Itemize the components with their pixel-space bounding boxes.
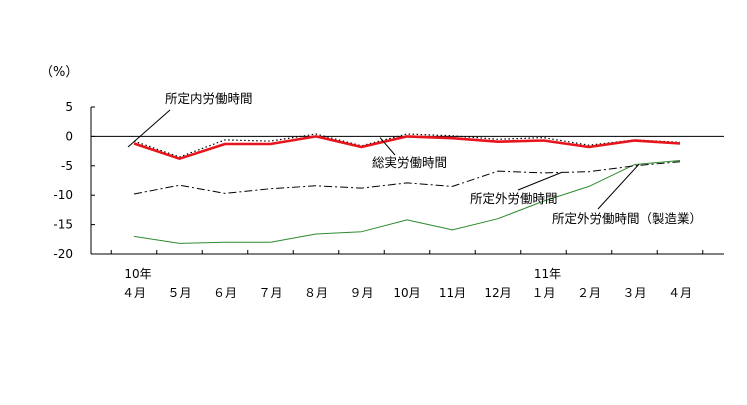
series-lines xyxy=(133,133,681,244)
y-tick-label: 0 xyxy=(65,129,73,143)
y-tick-label: -10 xyxy=(53,188,73,202)
series-name-label: 所定外労働時間（製造業） xyxy=(552,211,702,226)
series-name-label: 所定外労働時間 xyxy=(470,191,558,206)
annotation-leader-line xyxy=(127,109,171,148)
annotation-leader-line xyxy=(597,163,640,210)
x-tick-label: 10月 xyxy=(393,286,420,300)
x-tick-label: ７月 xyxy=(258,286,282,300)
x-tick-label: 12月 xyxy=(484,286,511,300)
x-tick-label: ６月 xyxy=(213,286,237,300)
x-tick-label: 11月 xyxy=(439,286,466,300)
x-year-label: 11年 xyxy=(534,267,561,281)
y-tick-labels: 5 0 -5 -10 -15 -20 xyxy=(53,100,73,261)
y-tick-label: -20 xyxy=(53,247,73,261)
y-tick-label: -15 xyxy=(53,218,73,232)
series-line-2 xyxy=(133,161,681,195)
y-tick-label: 5 xyxy=(65,100,73,114)
y-tick-label: -5 xyxy=(61,159,73,173)
x-tick-label: ３月 xyxy=(622,286,646,300)
x-tick-label: ４月 xyxy=(122,286,146,300)
axes xyxy=(90,106,724,255)
x-year-label: 10年 xyxy=(124,267,151,281)
series-name-label: 総実労働時間 xyxy=(372,155,447,170)
series-line-1 xyxy=(133,135,681,160)
x-tick-label: ９月 xyxy=(349,286,373,300)
x-tick-labels: ４月 ５月 ６月 ７月 ８月 ９月 10月 11月 12月 １月 ２月 ３月 ４月 10年 11年 xyxy=(122,267,692,300)
y-axis-unit-label: （%） xyxy=(40,65,78,80)
series-line-0 xyxy=(133,133,681,158)
series-line-3 xyxy=(133,160,681,244)
annotation-leader-line xyxy=(517,171,562,191)
x-tick-label: ４月 xyxy=(668,286,692,300)
annotation-leader-line xyxy=(379,137,396,156)
series-name-label: 所定内労働時間 xyxy=(165,91,253,106)
x-tick-label: ２月 xyxy=(577,286,601,300)
x-tick-label: １月 xyxy=(531,286,555,300)
x-tick-label: ５月 xyxy=(167,286,191,300)
x-tick-label: ８月 xyxy=(304,286,328,300)
